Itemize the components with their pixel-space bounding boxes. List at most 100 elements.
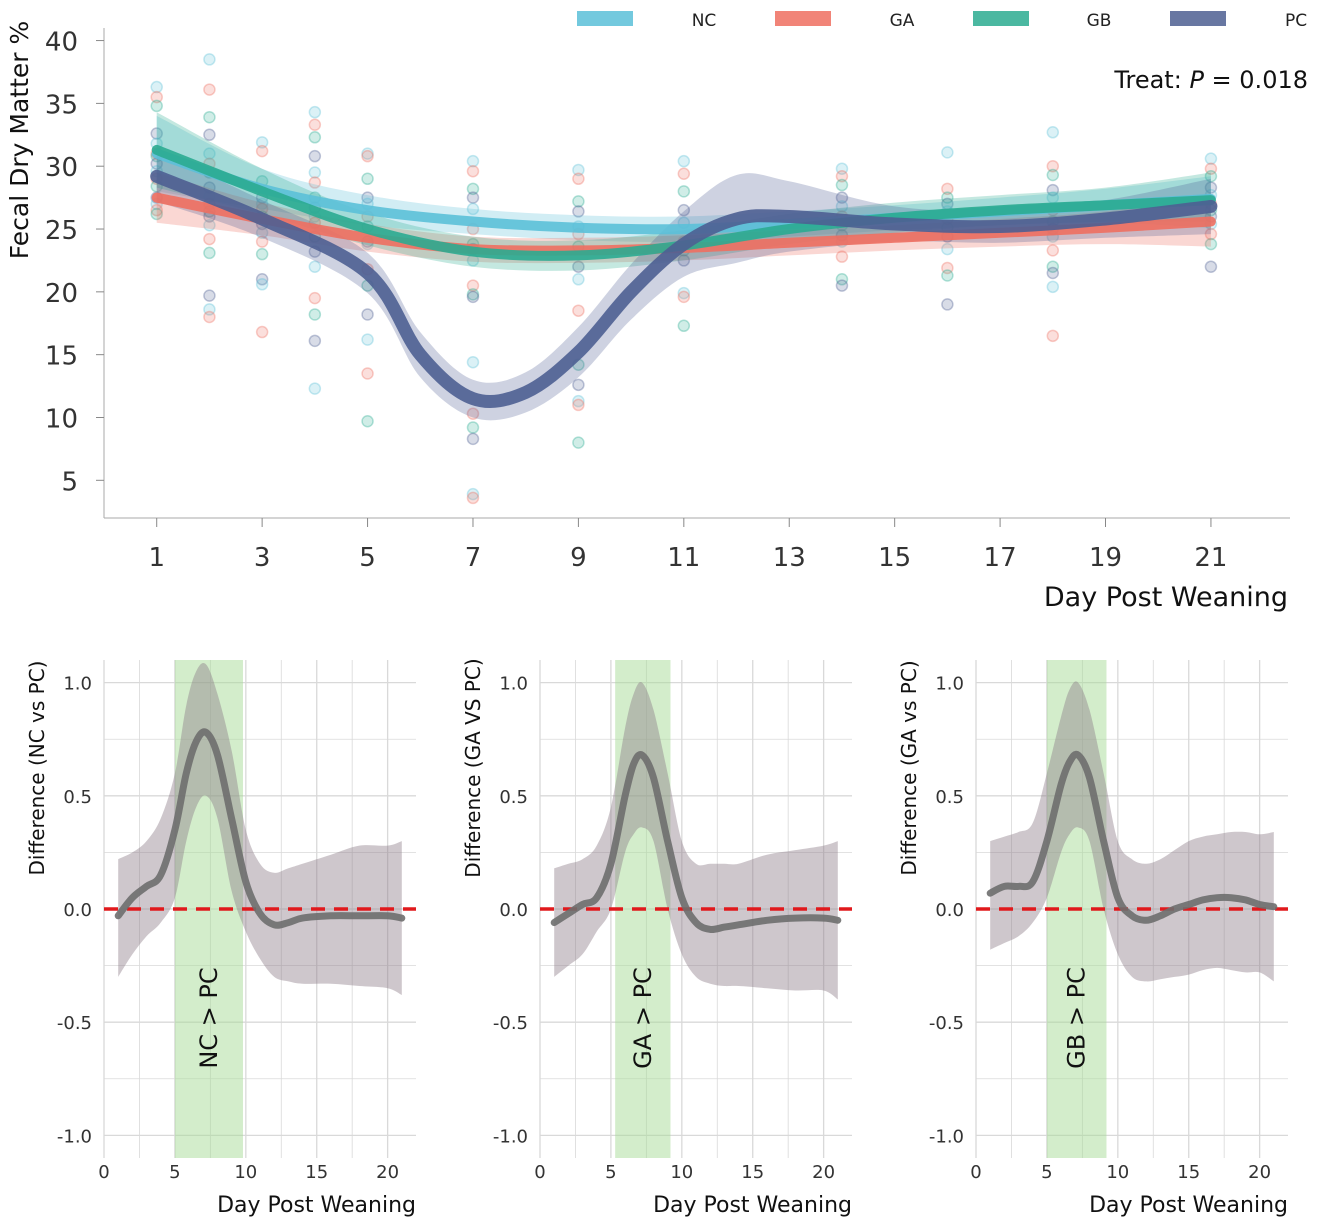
main-x-axis-label: Day Post Weaning bbox=[1044, 582, 1288, 613]
panel-y-tick-label: 1.0 bbox=[935, 674, 964, 695]
main-y-tick-label: 30 bbox=[45, 153, 78, 183]
panel-y-tick-label: 1.0 bbox=[63, 674, 92, 695]
panel-x-tick-label: 10 bbox=[234, 1162, 257, 1183]
main-data-point bbox=[308, 105, 322, 119]
main-data-point bbox=[835, 279, 849, 292]
main-data-point bbox=[255, 226, 269, 240]
panel-x-ticks: 0 5 10 15 20 bbox=[534, 1162, 835, 1183]
main-data-point bbox=[150, 99, 163, 113]
diff-panel-gb-vs-pc: -1.0 -0.5 0.0 0.5 1.0 0 5 10 15 20 GB > PC Diffe… bbox=[897, 660, 1288, 1218]
significance-label: GB > PC bbox=[1063, 967, 1091, 1069]
main-data-point bbox=[203, 128, 216, 142]
main-data-point bbox=[466, 164, 480, 178]
main-data-point bbox=[572, 273, 585, 286]
main-data-point bbox=[835, 250, 849, 263]
panel-x-axis-label: Day Post Weaning bbox=[653, 1193, 852, 1218]
main-data-point bbox=[835, 191, 849, 204]
main-data-point bbox=[203, 303, 216, 316]
main-data-point bbox=[150, 203, 163, 217]
panel-y-tick-label: 0.0 bbox=[499, 900, 528, 921]
main-data-point bbox=[1046, 260, 1060, 273]
main-data-point bbox=[308, 166, 322, 179]
main-data-point bbox=[1046, 159, 1060, 173]
difference-curve bbox=[550, 751, 842, 934]
main-data-point bbox=[1204, 227, 1218, 241]
main-data-point bbox=[255, 247, 269, 261]
main-data-point bbox=[361, 333, 374, 346]
main-data-point bbox=[361, 172, 374, 186]
series-line-pc bbox=[150, 169, 1218, 408]
difference-curve bbox=[114, 728, 406, 929]
main-data-point bbox=[308, 131, 322, 144]
main-data-point bbox=[1046, 266, 1060, 280]
main-data-point bbox=[361, 149, 374, 163]
panel-y-tick-label: -1.0 bbox=[493, 1126, 528, 1147]
main-x-tick-label: 3 bbox=[254, 543, 271, 573]
significance-label: NC > PC bbox=[195, 967, 223, 1068]
difference-curve bbox=[986, 750, 1278, 924]
diff-panel-nc-vs-pc: -1.0 -0.5 0.0 0.5 1.0 0 5 10 15 20 NC > PC Diffe… bbox=[25, 660, 416, 1218]
panel-y-axis-label: Difference (GA vs PC) bbox=[897, 660, 921, 875]
main-y-tick-label: 5 bbox=[61, 467, 78, 497]
main-data-point bbox=[1046, 329, 1060, 343]
main-data-point bbox=[466, 154, 480, 168]
main-data-point bbox=[361, 367, 374, 380]
main-x-tick-label: 17 bbox=[984, 543, 1017, 573]
panel-y-ticks: -1.0 -0.5 0.0 0.5 1.0 bbox=[493, 674, 528, 1148]
panel-x-tick-label: 20 bbox=[812, 1162, 835, 1183]
main-x-tick-label: 11 bbox=[667, 543, 700, 573]
panel-y-tick-label: 0.5 bbox=[499, 787, 528, 808]
main-data-point bbox=[1204, 170, 1218, 183]
confidence-band-area bbox=[990, 681, 1274, 982]
main-data-point bbox=[203, 147, 216, 160]
panel-y-tick-label: 1.0 bbox=[499, 674, 528, 695]
main-data-point bbox=[308, 260, 322, 273]
panel-x-tick-label: 5 bbox=[605, 1162, 616, 1183]
main-data-point bbox=[466, 191, 480, 204]
panel-x-tick-label: 15 bbox=[1177, 1162, 1200, 1183]
main-data-point bbox=[203, 219, 216, 232]
main-data-point bbox=[572, 378, 585, 392]
main-data-point bbox=[1046, 244, 1060, 257]
main-data-point bbox=[203, 232, 216, 246]
main-data-point bbox=[466, 182, 480, 196]
legend-label-ga: GA bbox=[890, 11, 915, 31]
main-data-point bbox=[203, 310, 216, 324]
main-data-point bbox=[941, 261, 954, 275]
main-data-point bbox=[677, 167, 691, 180]
main-data-point bbox=[835, 162, 849, 175]
significance-label: GA > PC bbox=[629, 967, 657, 1069]
main-data-point bbox=[572, 436, 585, 449]
legend-label-pc: PC bbox=[1285, 11, 1307, 31]
confidence-band-area bbox=[118, 663, 402, 995]
main-data-point bbox=[466, 487, 480, 501]
main-data-point bbox=[466, 407, 480, 420]
panel-x-axis-label: Day Post Weaning bbox=[1089, 1193, 1288, 1218]
legend-label-gb: GB bbox=[1087, 11, 1112, 31]
main-data-point bbox=[941, 242, 954, 256]
main-data-point bbox=[677, 185, 691, 198]
main-data-point bbox=[835, 200, 849, 213]
main-data-point bbox=[466, 355, 480, 369]
main-x-tick-label: 5 bbox=[359, 543, 376, 573]
main-data-point bbox=[941, 298, 954, 311]
main-data-point bbox=[941, 269, 954, 282]
main-data-point bbox=[308, 176, 322, 189]
panel-y-tick-label: -0.5 bbox=[57, 1013, 92, 1034]
main-y-tick-label: 15 bbox=[45, 342, 78, 372]
main-data-point bbox=[941, 191, 954, 204]
main-x-ticks: 1 3 5 7 9 11 13 15 17 19 21 bbox=[148, 518, 1227, 573]
main-data-point bbox=[572, 205, 585, 218]
panel-y-axis-label: Difference (GA VS PC) bbox=[461, 658, 485, 877]
main-data-point bbox=[308, 118, 322, 131]
diff-panel-ga-vs-pc: -1.0 -0.5 0.0 0.5 1.0 0 5 10 15 20 GA > PC Diffe… bbox=[461, 658, 852, 1218]
main-x-tick-label: 1 bbox=[148, 543, 165, 573]
main-data-point bbox=[150, 90, 163, 104]
main-data-point bbox=[203, 110, 216, 124]
main-data-point bbox=[572, 195, 585, 208]
band-gb bbox=[156, 112, 1211, 271]
legend-swatch-gb bbox=[973, 11, 1029, 26]
main-data-point bbox=[203, 246, 216, 260]
main-y-tick-label: 10 bbox=[45, 404, 78, 434]
panel-y-tick-label: 0.0 bbox=[935, 900, 964, 921]
